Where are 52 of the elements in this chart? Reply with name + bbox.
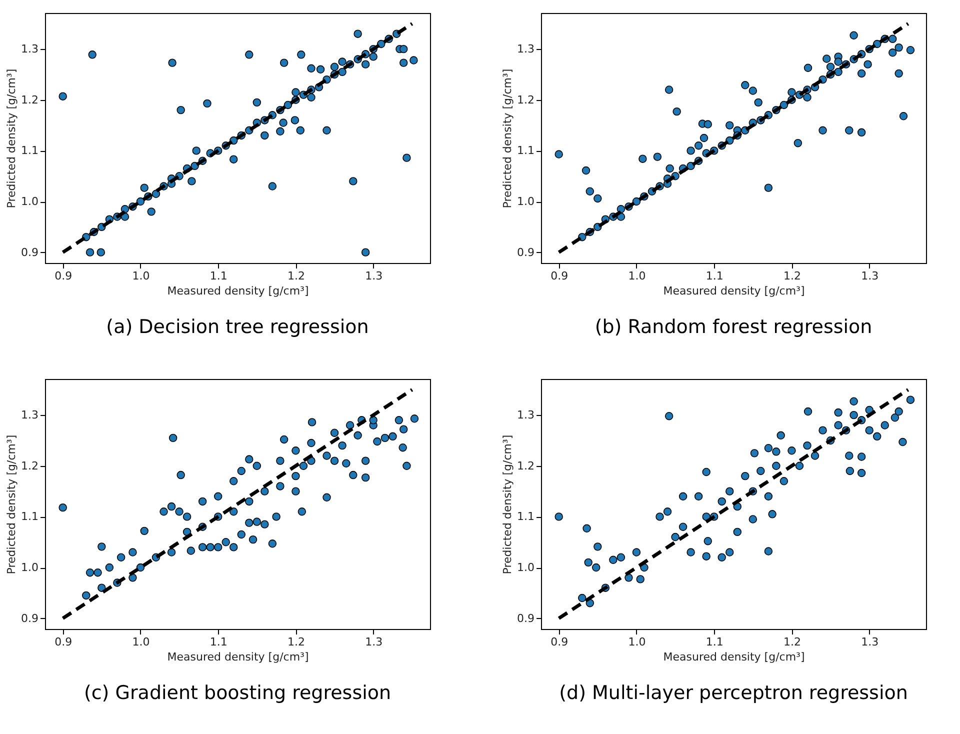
y-axis-title: Predicted density [g/cm³] (501, 68, 514, 208)
y-tick-label: 1.0 (517, 195, 534, 208)
x-tick-label: 1.1 (706, 636, 724, 648)
x-tick-label: 0.9 (54, 636, 72, 648)
x-axis-title: Measured density [g/cm³] (663, 284, 805, 298)
x-tick-label: 1.2 (287, 270, 305, 282)
y-axis-title: Predicted density [g/cm³] (501, 434, 514, 574)
x-tick-label: 0.9 (54, 270, 72, 282)
y-tick-label: 1.3 (21, 408, 38, 422)
y-tick-label: 1.0 (21, 561, 38, 574)
x-tick-label: 1.1 (210, 636, 228, 648)
y-tick-label: 1.2 (21, 93, 38, 106)
y-tick-label: 1.2 (517, 93, 534, 106)
x-tick-label: 1.0 (132, 270, 150, 282)
y-tick-label: 1.1 (517, 144, 534, 158)
y-tick-label: 1.3 (517, 408, 534, 422)
x-tick-label: 1.3 (861, 636, 879, 648)
y-tick-label: 1.3 (517, 42, 534, 56)
x-tick-label: 1.3 (861, 270, 879, 282)
text: (d) Multi-layer perceptron regression (559, 682, 908, 704)
x-axis-title: Measured density [g/cm³] (663, 650, 805, 664)
y-tick-label: 1.1 (21, 144, 38, 158)
text: (a) Decision tree regression (106, 316, 369, 338)
x-tick-label: 1.0 (132, 636, 150, 648)
y-tick-label: 0.9 (517, 246, 534, 259)
text: (c) Gradient boosting regression (84, 682, 392, 704)
x-tick-label: 1.0 (628, 270, 646, 282)
x-tick-label: 1.2 (783, 270, 801, 282)
y-tick-label: 0.9 (517, 612, 534, 625)
y-tick-label: 1.1 (517, 510, 534, 524)
y-tick-label: 0.9 (21, 246, 38, 259)
x-tick-label: 0.9 (550, 636, 568, 648)
y-tick-label: 0.9 (21, 612, 38, 625)
x-tick-label: 1.0 (628, 636, 646, 648)
y-tick-label: 1.2 (21, 459, 38, 472)
text: (b) Random forest regression (594, 316, 872, 338)
x-tick-label: 1.2 (783, 636, 801, 648)
y-tick-label: 1.2 (517, 459, 534, 472)
y-axis-title: Predicted density [g/cm³] (5, 68, 18, 208)
x-tick-label: 1.1 (210, 270, 228, 282)
y-tick-label: 1.0 (21, 195, 38, 208)
x-tick-label: 1.3 (365, 270, 383, 282)
y-tick-label: 1.3 (21, 42, 38, 56)
y-axis-title: Predicted density [g/cm³] (5, 434, 18, 574)
x-axis-title: Measured density [g/cm³] (167, 284, 309, 298)
x-tick-label: 1.2 (287, 636, 305, 648)
x-tick-label: 1.1 (706, 270, 724, 282)
x-tick-label: 0.9 (550, 270, 568, 282)
x-tick-label: 1.3 (365, 636, 383, 648)
x-axis-title: Measured density [g/cm³] (167, 650, 309, 664)
y-tick-label: 1.1 (21, 510, 38, 524)
y-tick-label: 1.0 (517, 561, 534, 574)
